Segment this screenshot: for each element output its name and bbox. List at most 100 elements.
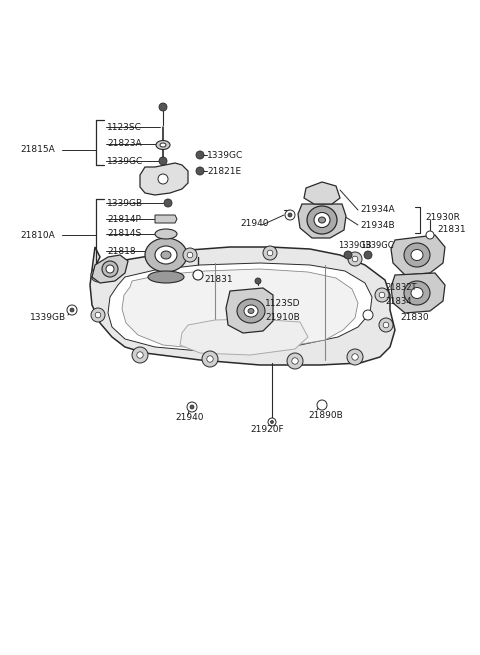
Circle shape — [379, 292, 385, 298]
Text: 1339GB: 1339GB — [30, 312, 66, 322]
Ellipse shape — [244, 305, 258, 317]
Circle shape — [352, 256, 358, 262]
Text: 21832T: 21832T — [385, 282, 417, 291]
Ellipse shape — [145, 238, 187, 272]
Ellipse shape — [161, 251, 171, 259]
Circle shape — [317, 400, 327, 410]
Text: 21930R: 21930R — [425, 212, 460, 221]
Text: 21831: 21831 — [437, 225, 466, 234]
Ellipse shape — [404, 243, 430, 267]
Circle shape — [292, 358, 298, 364]
Text: 21934B: 21934B — [360, 221, 395, 229]
Ellipse shape — [160, 143, 166, 147]
Circle shape — [268, 418, 276, 426]
Text: 1123SC: 1123SC — [107, 122, 142, 132]
Circle shape — [344, 251, 352, 259]
Text: 21810A: 21810A — [20, 231, 55, 240]
Circle shape — [271, 421, 274, 424]
Text: 21815A: 21815A — [20, 145, 55, 155]
Polygon shape — [180, 319, 308, 355]
Circle shape — [106, 265, 114, 273]
Circle shape — [70, 308, 74, 312]
Circle shape — [375, 288, 389, 302]
Circle shape — [347, 349, 363, 365]
Circle shape — [91, 268, 105, 282]
Circle shape — [363, 310, 373, 320]
Circle shape — [67, 305, 77, 315]
Ellipse shape — [319, 217, 325, 223]
Text: 21814P: 21814P — [107, 214, 141, 223]
Circle shape — [255, 278, 261, 284]
Ellipse shape — [237, 299, 265, 323]
Polygon shape — [226, 288, 273, 333]
Text: 21814S: 21814S — [107, 229, 141, 238]
Polygon shape — [155, 215, 177, 223]
Circle shape — [95, 272, 101, 278]
Circle shape — [164, 199, 172, 207]
Text: 21920F: 21920F — [250, 426, 284, 434]
Text: 1339GC: 1339GC — [360, 240, 394, 250]
Polygon shape — [298, 204, 346, 238]
Text: 21934A: 21934A — [360, 206, 395, 214]
Circle shape — [263, 246, 277, 260]
Text: 1339GC: 1339GC — [107, 157, 143, 166]
Ellipse shape — [314, 212, 330, 227]
Text: 1123SD: 1123SD — [265, 299, 300, 307]
Circle shape — [383, 322, 389, 328]
Text: 21834: 21834 — [385, 297, 411, 307]
Ellipse shape — [155, 246, 177, 264]
Circle shape — [364, 251, 372, 259]
Circle shape — [159, 103, 167, 111]
Circle shape — [137, 352, 143, 358]
Circle shape — [187, 252, 193, 258]
Circle shape — [379, 318, 393, 332]
Text: 21940: 21940 — [240, 219, 268, 227]
Text: 21910B: 21910B — [265, 312, 300, 322]
Text: 21831: 21831 — [204, 276, 233, 284]
Text: 1339GB: 1339GB — [338, 240, 372, 250]
Ellipse shape — [156, 141, 170, 149]
Circle shape — [193, 270, 203, 280]
Ellipse shape — [411, 250, 423, 261]
Polygon shape — [391, 235, 445, 275]
Polygon shape — [90, 247, 395, 365]
Circle shape — [102, 261, 118, 277]
Polygon shape — [122, 269, 358, 350]
Text: 21823A: 21823A — [107, 140, 142, 149]
Circle shape — [91, 308, 105, 322]
Circle shape — [267, 250, 273, 256]
Circle shape — [352, 354, 358, 360]
Ellipse shape — [248, 309, 254, 314]
Polygon shape — [391, 273, 445, 313]
Circle shape — [190, 405, 194, 409]
Text: 21830: 21830 — [400, 312, 429, 322]
Ellipse shape — [148, 271, 184, 283]
Circle shape — [95, 312, 101, 318]
Circle shape — [187, 402, 197, 412]
Ellipse shape — [155, 229, 177, 239]
Circle shape — [159, 157, 167, 165]
Circle shape — [285, 210, 295, 220]
Circle shape — [196, 151, 204, 159]
Text: 1339GB: 1339GB — [107, 198, 143, 208]
Polygon shape — [304, 182, 340, 204]
Text: 1339GC: 1339GC — [207, 151, 243, 160]
Circle shape — [348, 252, 362, 266]
Text: 21821E: 21821E — [207, 166, 241, 176]
Circle shape — [426, 231, 434, 239]
Text: 21818: 21818 — [107, 246, 136, 255]
Ellipse shape — [307, 206, 337, 234]
Circle shape — [288, 213, 292, 217]
Text: 21940: 21940 — [175, 413, 204, 422]
Text: 21890B: 21890B — [308, 411, 343, 419]
Circle shape — [202, 351, 218, 367]
Ellipse shape — [411, 288, 423, 299]
Polygon shape — [108, 263, 372, 351]
Circle shape — [158, 174, 168, 184]
Ellipse shape — [404, 281, 430, 305]
Polygon shape — [92, 255, 128, 283]
Circle shape — [196, 167, 204, 175]
Circle shape — [207, 356, 213, 362]
Circle shape — [183, 248, 197, 262]
Circle shape — [287, 353, 303, 369]
